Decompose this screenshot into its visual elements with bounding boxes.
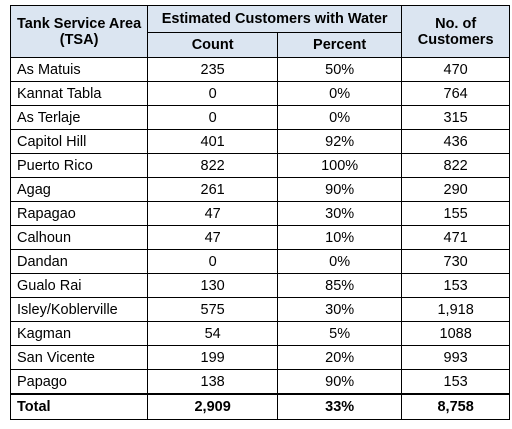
- cell-percent: 92%: [277, 129, 403, 154]
- table-row: Rapagao 47 30% 155: [9, 201, 511, 226]
- header-estimated-customers: Estimated Customers with Water: [147, 5, 403, 33]
- cell-area: Gualo Rai: [9, 273, 149, 298]
- cell-area: Puerto Rico: [9, 153, 149, 178]
- cell-percent: 90%: [277, 177, 403, 202]
- cell-percent: 20%: [277, 345, 403, 370]
- cell-area: Papago: [9, 369, 149, 395]
- table-row: Calhoun 47 10% 471: [9, 225, 511, 250]
- cell-percent: 0%: [277, 105, 403, 130]
- cell-percent: 30%: [277, 201, 403, 226]
- header-no-of-customers: No. of Customers: [401, 5, 511, 58]
- cell-area: Capitol Hill: [9, 129, 149, 154]
- cell-percent: 90%: [277, 369, 403, 395]
- table-row: Kagman 54 5% 1088: [9, 321, 511, 346]
- cell-customers: 290: [401, 177, 511, 202]
- cell-count: 138: [147, 369, 279, 395]
- cell-area: Kannat Tabla: [9, 81, 149, 106]
- table-row: Puerto Rico 822 100% 822: [9, 153, 511, 178]
- header-tsa-line1: Tank Service Area: [17, 15, 142, 32]
- table-row: As Matuis 235 50% 470: [9, 57, 511, 82]
- cell-count: 47: [147, 225, 279, 250]
- cell-customers: 822: [401, 153, 511, 178]
- header-customers-line1: No. of: [435, 15, 477, 32]
- cell-customers: 764: [401, 81, 511, 106]
- table-header: Tank Service Area (TSA) Estimated Custom…: [9, 5, 511, 58]
- cell-percent: 10%: [277, 225, 403, 250]
- total-customers: 8,758: [401, 393, 511, 420]
- cell-percent: 5%: [277, 321, 403, 346]
- cell-count: 54: [147, 321, 279, 346]
- cell-percent: 85%: [277, 273, 403, 298]
- cell-customers: 730: [401, 249, 511, 274]
- cell-area: As Terlaje: [9, 105, 149, 130]
- table-body: As Matuis 235 50% 470 Kannat Tabla 0 0% 764 As T…: [9, 57, 511, 420]
- header-tank-service-area: Tank Service Area (TSA): [9, 5, 149, 58]
- cell-customers: 470: [401, 57, 511, 82]
- cell-customers: 436: [401, 129, 511, 154]
- cell-percent: 0%: [277, 249, 403, 274]
- cell-count: 47: [147, 201, 279, 226]
- cell-count: 130: [147, 273, 279, 298]
- cell-customers: 153: [401, 273, 511, 298]
- table-row: As Terlaje 0 0% 315: [9, 105, 511, 130]
- cell-customers: 993: [401, 345, 511, 370]
- cell-count: 0: [147, 249, 279, 274]
- cell-area: Calhoun: [9, 225, 149, 250]
- table-row: San Vicente 199 20% 993: [9, 345, 511, 370]
- table-row: Gualo Rai 130 85% 153: [9, 273, 511, 298]
- cell-percent: 50%: [277, 57, 403, 82]
- cell-count: 235: [147, 57, 279, 82]
- header-count: Count: [147, 32, 279, 58]
- total-count: 2,909: [147, 393, 279, 420]
- tank-service-table: Tank Service Area (TSA) Estimated Custom…: [9, 5, 511, 420]
- cell-count: 822: [147, 153, 279, 178]
- cell-count: 575: [147, 297, 279, 322]
- cell-count: 0: [147, 81, 279, 106]
- cell-customers: 153: [401, 369, 511, 395]
- cell-count: 401: [147, 129, 279, 154]
- table-row: Dandan 0 0% 730: [9, 249, 511, 274]
- total-label: Total: [9, 393, 149, 420]
- cell-area: Isley/Koblerville: [9, 297, 149, 322]
- cell-customers: 315: [401, 105, 511, 130]
- cell-percent: 0%: [277, 81, 403, 106]
- cell-area: Kagman: [9, 321, 149, 346]
- header-percent: Percent: [277, 32, 403, 58]
- cell-area: As Matuis: [9, 57, 149, 82]
- table-row: Isley/Koblerville 575 30% 1,918: [9, 297, 511, 322]
- cell-count: 261: [147, 177, 279, 202]
- header-customers-line2: Customers: [417, 31, 494, 48]
- total-row: Total 2,909 33% 8,758: [9, 393, 511, 420]
- total-percent: 33%: [277, 393, 403, 420]
- cell-customers: 1,918: [401, 297, 511, 322]
- cell-area: San Vicente: [9, 345, 149, 370]
- cell-area: Agag: [9, 177, 149, 202]
- table-container: Tank Service Area (TSA) Estimated Custom…: [9, 5, 511, 420]
- table-row: Capitol Hill 401 92% 436: [9, 129, 511, 154]
- cell-customers: 155: [401, 201, 511, 226]
- table-row: Kannat Tabla 0 0% 764: [9, 81, 511, 106]
- cell-percent: 30%: [277, 297, 403, 322]
- cell-count: 0: [147, 105, 279, 130]
- cell-customers: 1088: [401, 321, 511, 346]
- cell-customers: 471: [401, 225, 511, 250]
- table-row: Papago 138 90% 153: [9, 369, 511, 395]
- cell-count: 199: [147, 345, 279, 370]
- table-row: Agag 261 90% 290: [9, 177, 511, 202]
- cell-area: Dandan: [9, 249, 149, 274]
- cell-area: Rapagao: [9, 201, 149, 226]
- cell-percent: 100%: [277, 153, 403, 178]
- header-tsa-line2: (TSA): [59, 31, 99, 48]
